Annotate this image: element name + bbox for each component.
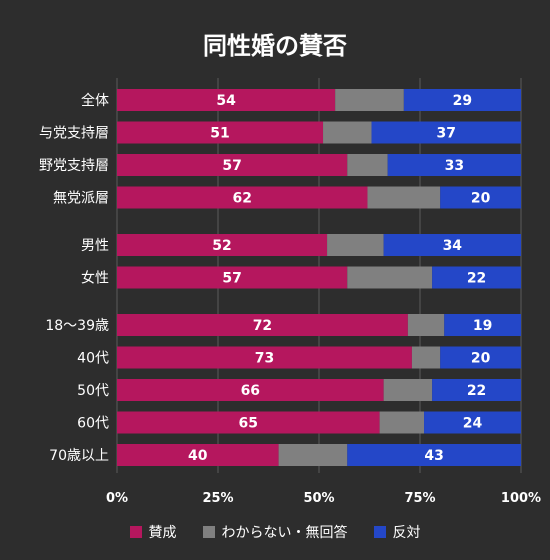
legend-label: 反対: [392, 525, 421, 541]
bar-segment: [424, 411, 521, 434]
legend-item: 反対: [373, 522, 421, 542]
data-label: 73: [255, 351, 274, 367]
data-label: 37: [437, 126, 456, 142]
bar-segment: [432, 379, 521, 401]
bar-segment: [117, 346, 412, 369]
chart-legend: 賛成 わからない・無回答 反対: [0, 522, 550, 542]
data-label: 22: [467, 271, 486, 287]
legend-item: わからない・無回答: [202, 522, 348, 542]
bar-segment: [387, 154, 521, 176]
category-label: 無党派層: [53, 191, 109, 207]
category-label: 50代: [77, 383, 109, 399]
data-label: 19: [473, 318, 492, 334]
bar-segment: [383, 379, 433, 401]
category-label: 与党支持層: [39, 126, 109, 142]
category-label: 全体: [81, 92, 109, 109]
bar-segment: [347, 444, 521, 466]
data-label: 22: [467, 383, 486, 399]
bar-segment: [347, 266, 433, 289]
bar-segment: [347, 154, 388, 176]
data-label: 54: [216, 93, 236, 109]
data-label: 57: [222, 271, 241, 287]
bar-segment: [117, 121, 324, 144]
category-label: 70歳以上: [49, 448, 109, 464]
data-label: 52: [212, 238, 231, 254]
bar-segment: [117, 234, 328, 256]
x-tick-label: 0%: [106, 491, 128, 506]
bar-segment: [335, 89, 404, 111]
bar-segment: [440, 346, 521, 369]
x-tick-label: 75%: [404, 491, 435, 506]
x-tick-label: 25%: [202, 491, 233, 506]
data-label: 20: [471, 191, 491, 207]
data-label: 62: [232, 191, 251, 207]
bar-segment: [440, 186, 521, 209]
data-label: 65: [239, 416, 258, 432]
category-label: 野党支持層: [39, 158, 109, 174]
category-label: 40代: [77, 351, 109, 367]
legend-swatch: [202, 526, 215, 538]
data-label: 51: [210, 126, 229, 142]
data-label: 33: [445, 158, 464, 174]
bar-segment: [278, 444, 348, 466]
x-tick-label: 50%: [303, 491, 334, 506]
bar-segment: [323, 121, 372, 144]
bar-segment: [444, 314, 521, 336]
category-label: 男性: [81, 238, 109, 254]
category-label: 女性: [81, 270, 109, 287]
data-label: 57: [222, 158, 241, 174]
data-label: 43: [424, 448, 443, 464]
legend-item: 賛成: [129, 522, 177, 542]
bar-segment: [117, 154, 348, 176]
legend-swatch: [129, 526, 142, 538]
x-tick-label: 100%: [501, 491, 541, 506]
chart-title: 同性婚の賛否: [203, 32, 347, 60]
bar-segment: [117, 186, 368, 209]
bar-segment: [367, 186, 441, 209]
bar-segment: [117, 444, 279, 466]
legend-swatch: [373, 526, 386, 538]
bar-segment: [117, 411, 380, 434]
bar-segment: [411, 346, 441, 369]
data-label: 29: [453, 93, 472, 109]
data-label: 34: [443, 238, 463, 254]
data-label: 40: [188, 448, 208, 464]
bar-segment: [327, 234, 384, 256]
data-label: 72: [253, 318, 272, 334]
bar-segment: [379, 411, 425, 434]
legend-label: わからない・無回答: [221, 525, 348, 541]
bar-segment: [403, 89, 521, 111]
bar-segment: [407, 314, 445, 336]
bar-segment: [117, 314, 408, 336]
data-label: 24: [463, 416, 483, 432]
bar-segment: [117, 379, 384, 401]
bar-segment: [383, 234, 521, 256]
category-label: 60代: [77, 416, 109, 432]
data-label: 20: [471, 351, 491, 367]
bar-segment: [371, 121, 521, 144]
legend-label: 賛成: [148, 525, 177, 541]
bar-segment: [432, 266, 521, 289]
category-label: 18〜39歳: [45, 318, 109, 334]
bar-segment: [117, 89, 336, 111]
bar-segment: [117, 266, 348, 289]
data-label: 66: [241, 383, 260, 399]
